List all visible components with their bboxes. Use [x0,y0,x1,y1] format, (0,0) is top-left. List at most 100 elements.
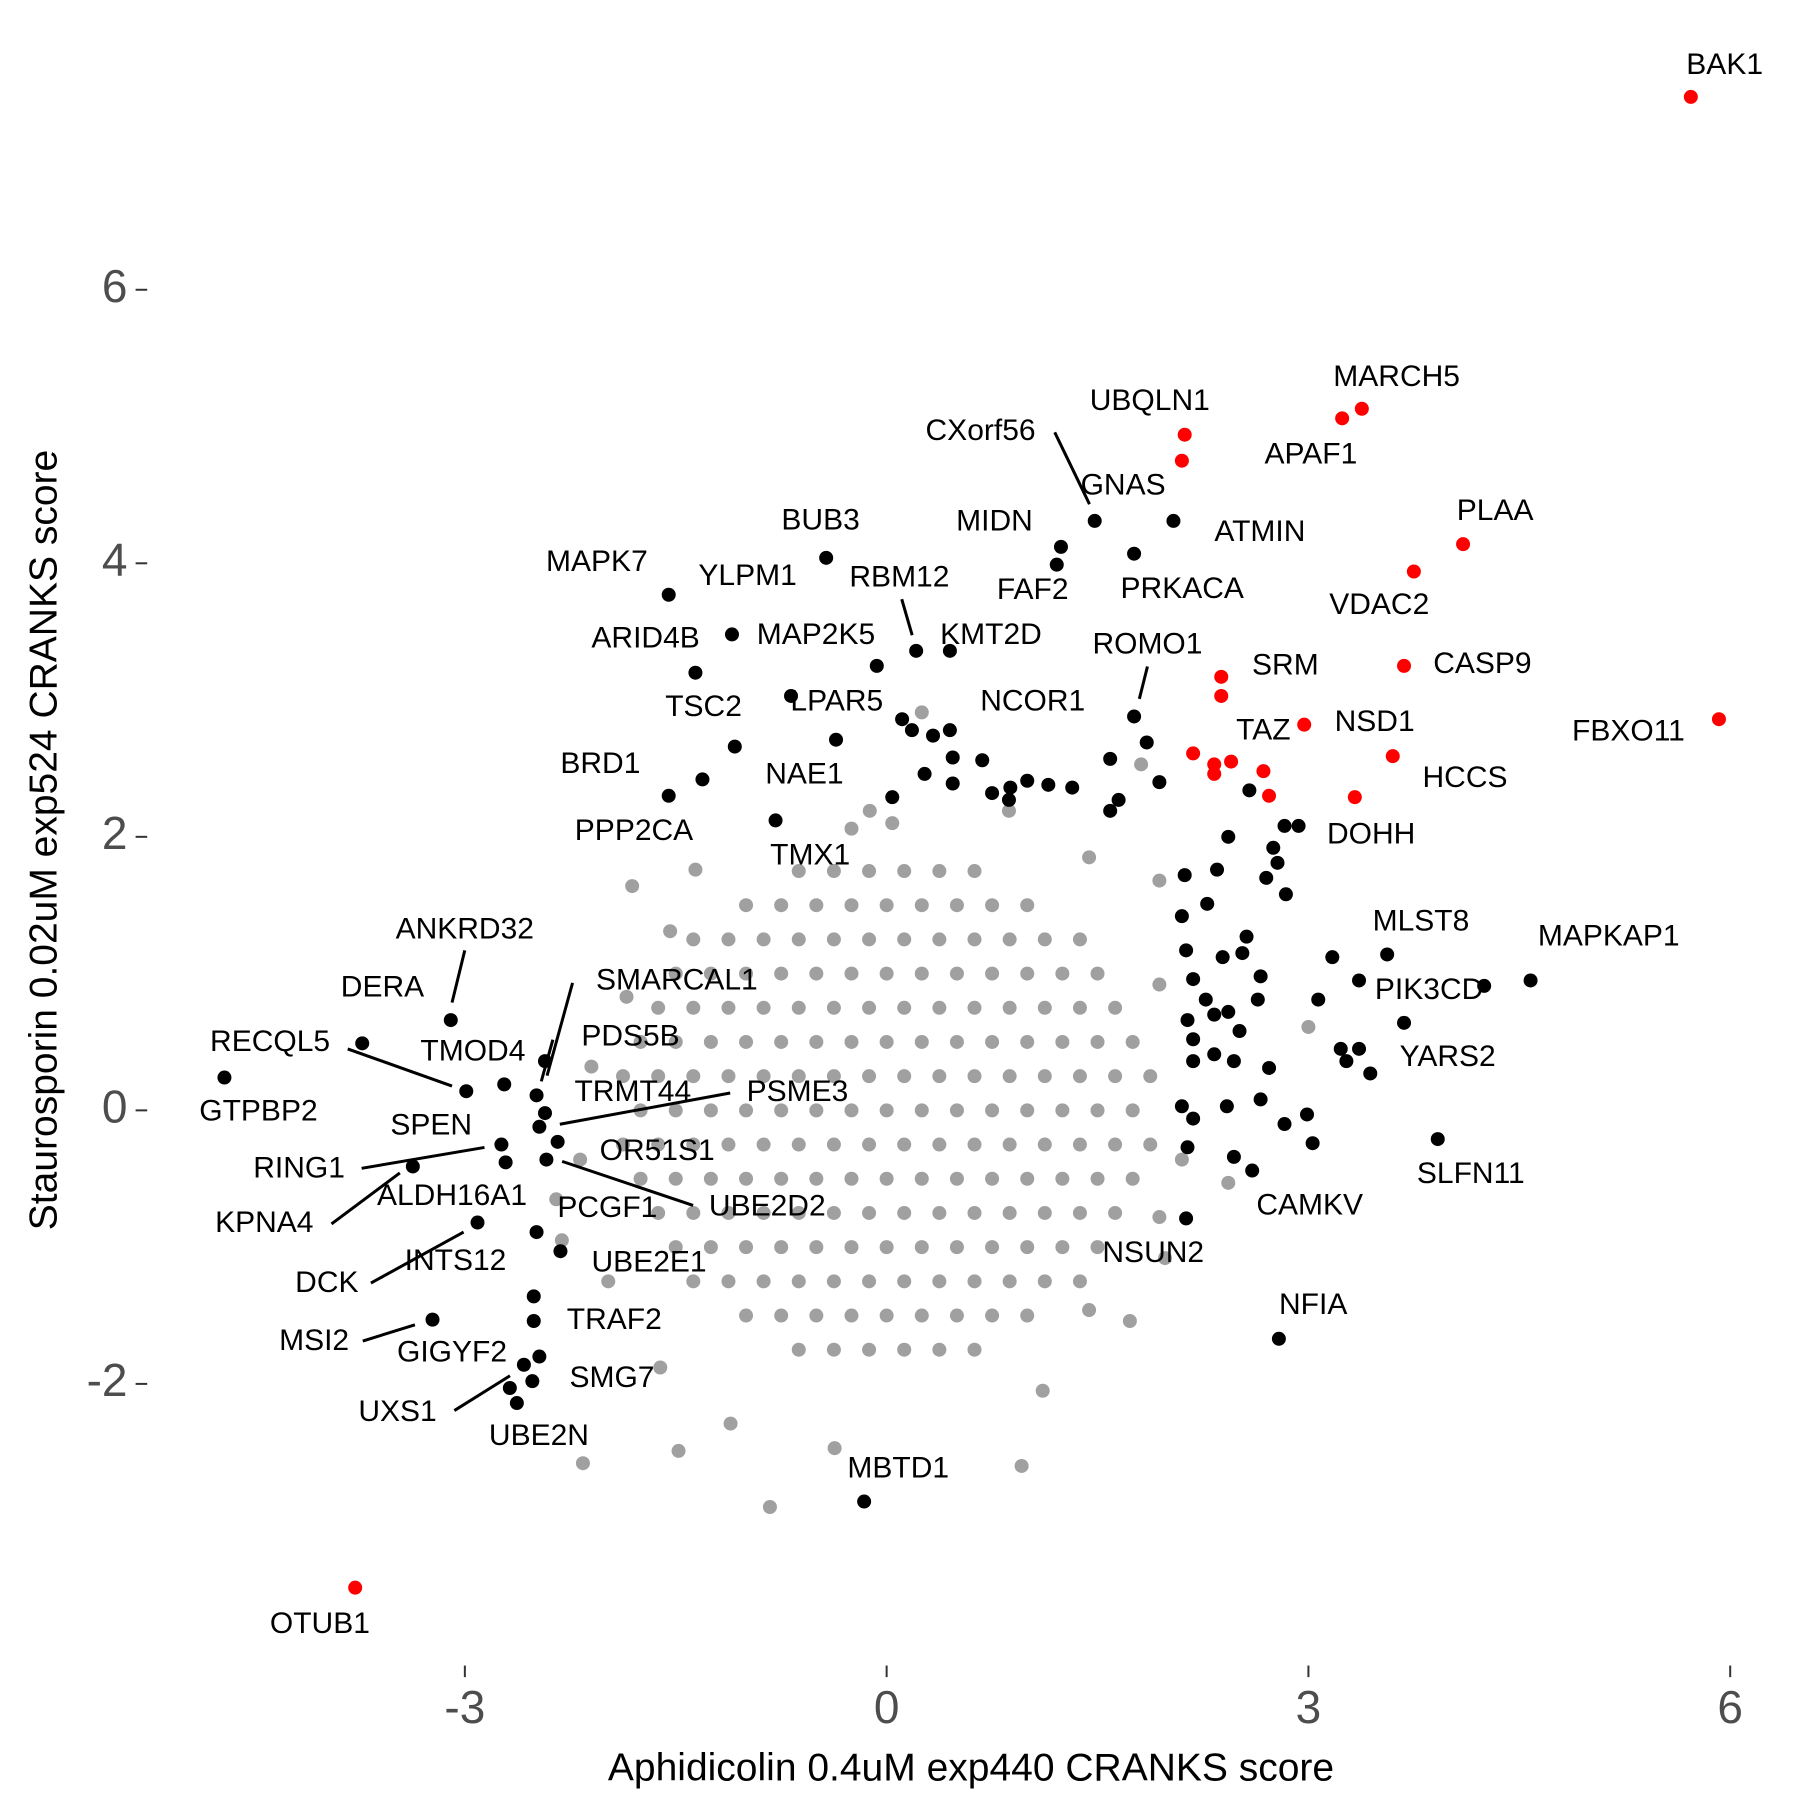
point [1339,1054,1354,1069]
point [526,1313,541,1328]
point [1271,1331,1286,1346]
point [809,1308,824,1323]
point [1082,850,1097,865]
point [826,1205,841,1220]
point [826,932,841,947]
point [967,864,982,879]
point [1037,1274,1052,1289]
point [985,898,1000,913]
point [1174,1152,1189,1167]
point [671,1443,686,1458]
point [502,1381,517,1396]
point [703,1103,718,1118]
point-label: SMARCAL1 [596,964,758,997]
point [1108,1205,1123,1220]
point [1065,780,1080,795]
point [762,1499,777,1514]
point [1087,513,1102,528]
point [826,1000,841,1015]
point [1186,1111,1201,1126]
point [1072,1205,1087,1220]
point [756,1274,771,1289]
point [1003,780,1018,795]
point [897,1205,912,1220]
point [1347,790,1362,805]
leader-line [330,1171,401,1226]
point [1242,783,1257,798]
point [1352,973,1367,988]
point [942,643,957,658]
point [1207,757,1222,772]
point [573,1152,588,1167]
point [1152,977,1167,992]
point [661,788,676,803]
point [774,898,789,913]
point [897,1137,912,1152]
leader-line [370,1230,465,1285]
point [949,1171,964,1186]
point [1477,978,1492,993]
point [727,739,742,754]
point [879,898,894,913]
x-tick-label: -3 [444,1681,485,1733]
point [985,1171,1000,1186]
point [844,1103,859,1118]
point-label: NCOR1 [980,684,1085,717]
point [1152,775,1167,790]
leader-line [347,1047,453,1088]
point-label: RBM12 [849,560,949,593]
point-label: INTS12 [405,1244,507,1277]
point [756,1069,771,1084]
point [1134,757,1149,772]
point-label: UBE2N [489,1419,589,1452]
point [739,1240,754,1255]
point [686,1000,701,1015]
y-tick-label: -2 [87,1354,128,1406]
point [756,1000,771,1015]
point [721,1137,736,1152]
point [967,932,982,947]
leader-line [450,950,467,1003]
point [949,1308,964,1323]
point-label: YARS2 [1400,1040,1496,1073]
point-label: OTUB1 [270,1607,370,1640]
point [739,1171,754,1186]
point-label: CASP9 [1433,647,1531,680]
y-tick-label: 6 [102,260,128,312]
y-tick-label: 0 [102,1081,128,1133]
point [584,1059,599,1074]
point [932,1069,947,1084]
point [1219,1099,1234,1114]
leader-line [361,1145,485,1170]
point-label: PLAA [1457,494,1534,527]
y-tick-label: 4 [102,533,128,585]
point [784,688,799,703]
point [914,1171,929,1186]
point [844,898,859,913]
point [1020,1308,1035,1323]
point [688,665,703,680]
point [914,1308,929,1323]
point [1127,546,1142,561]
point [967,1274,982,1289]
point [723,1416,738,1431]
point [1207,1047,1222,1062]
point-label: YLPM1 [698,559,796,592]
point [529,1225,544,1240]
point [1430,1132,1445,1147]
point [809,1034,824,1049]
point [809,1103,824,1118]
point [1207,1007,1222,1022]
point [616,1069,631,1084]
point [791,864,806,879]
leader-line [900,598,914,636]
point [633,1171,648,1186]
point [1221,829,1236,844]
point-label: ANKRD32 [396,913,534,946]
point [1198,992,1213,1007]
leader-line [453,1374,511,1412]
point [1232,1024,1247,1039]
point-label: UBE2D2 [709,1190,826,1223]
point [1278,887,1293,902]
